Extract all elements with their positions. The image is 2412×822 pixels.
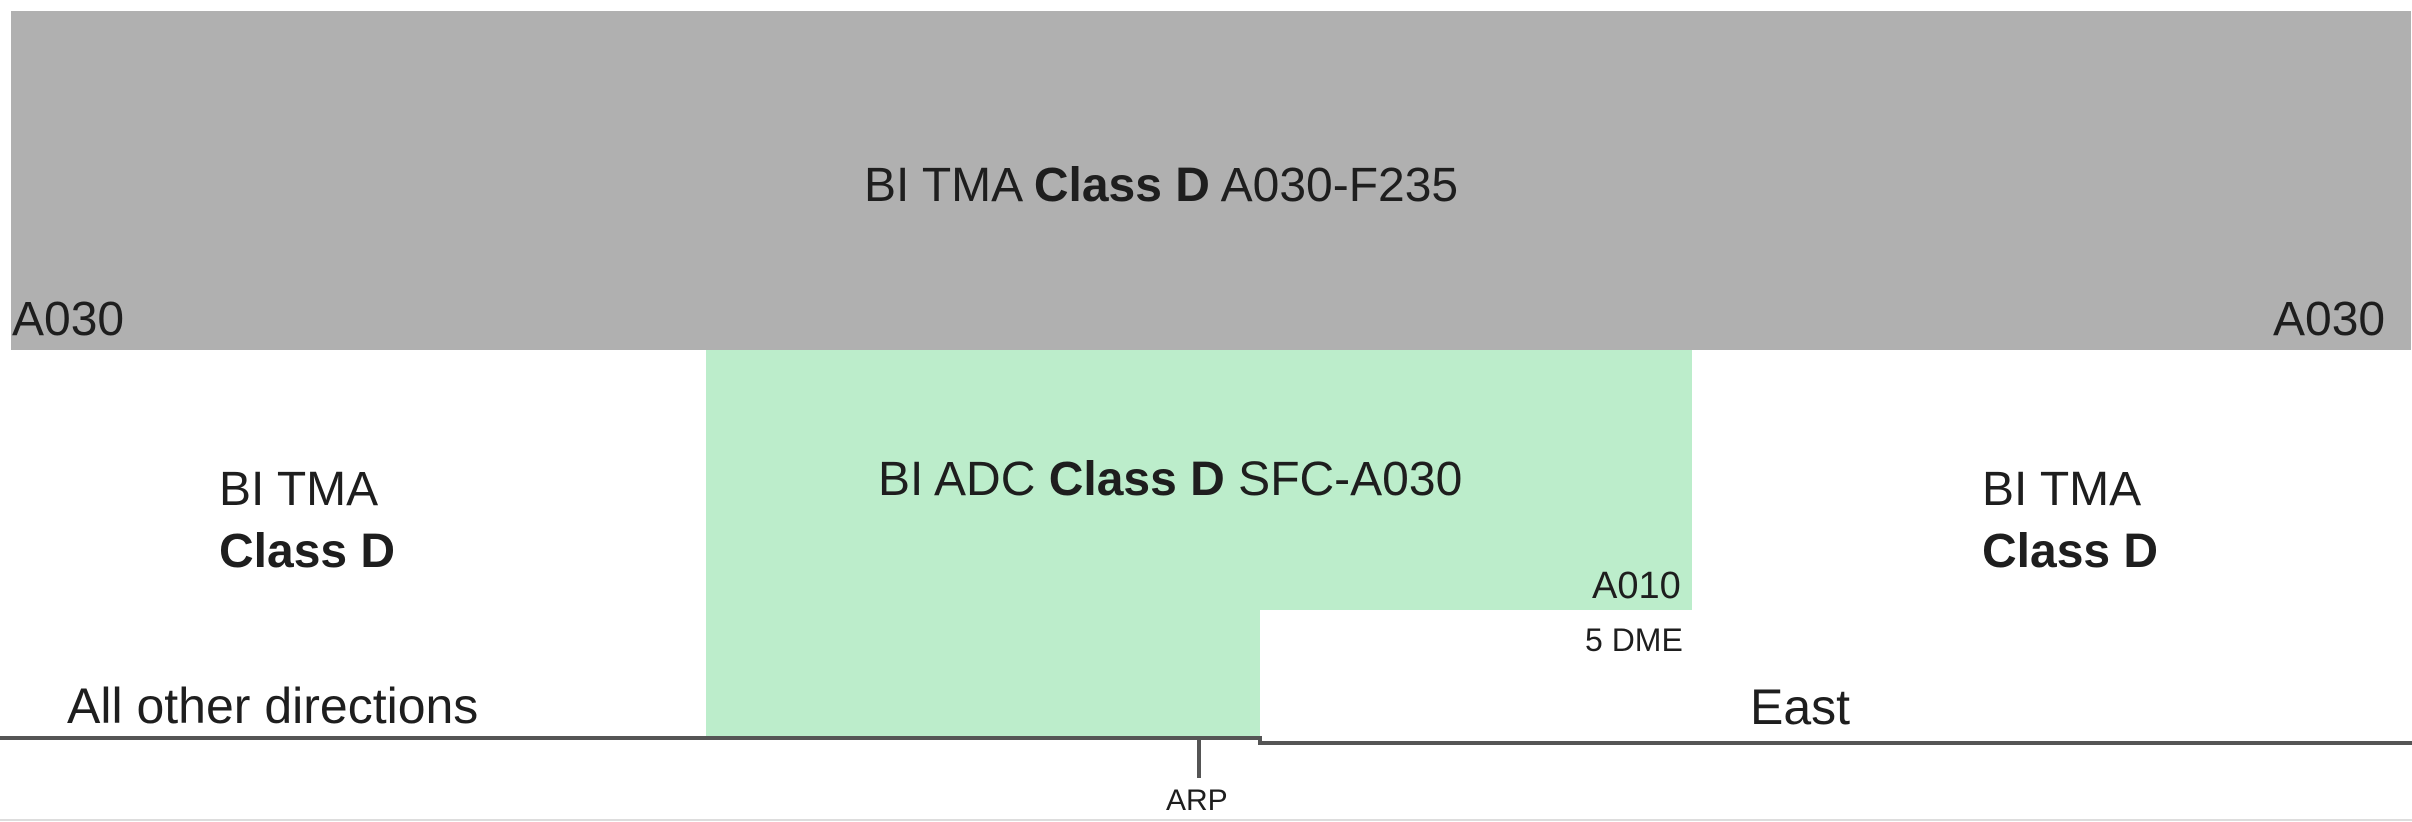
arp-label: ARP <box>1166 784 1228 817</box>
left-sector-name: BI TMA <box>219 463 379 516</box>
right-sector-name: BI TMA <box>1982 463 2142 516</box>
adc-class: Class D <box>1048 453 1225 506</box>
tma-upper-area <box>11 11 2411 350</box>
tma-upper-label: BI TMA Class D A030-F235 <box>864 162 1458 210</box>
ground-line <box>0 736 2412 745</box>
right-sector-class: Class D <box>1982 525 2159 578</box>
tma-upper-class: Class D <box>1033 159 1210 212</box>
left-sector-class: Class D <box>219 525 396 578</box>
adc-name: BI ADC <box>878 453 1036 506</box>
tma-base-right-label: A030 <box>2273 293 2386 346</box>
adc-step-altitude-label: A010 <box>1592 565 1681 607</box>
adc-limits: SFC-A030 <box>1238 453 1463 506</box>
right-sector-direction: East <box>1750 679 1851 735</box>
adc-label: BI ADC Class D SFC-A030 <box>878 456 1462 504</box>
adc-area-upper <box>706 350 1692 610</box>
tma-upper-limits: A030-F235 <box>1220 159 1459 212</box>
left-sector-direction: All other directions <box>67 678 479 734</box>
tma-upper-name: BI TMA <box>864 159 1021 212</box>
adc-area-lower <box>706 610 1260 737</box>
tma-base-left-label: A030 <box>12 293 125 346</box>
adc-step-distance-label: 5 DME <box>1585 622 1683 658</box>
